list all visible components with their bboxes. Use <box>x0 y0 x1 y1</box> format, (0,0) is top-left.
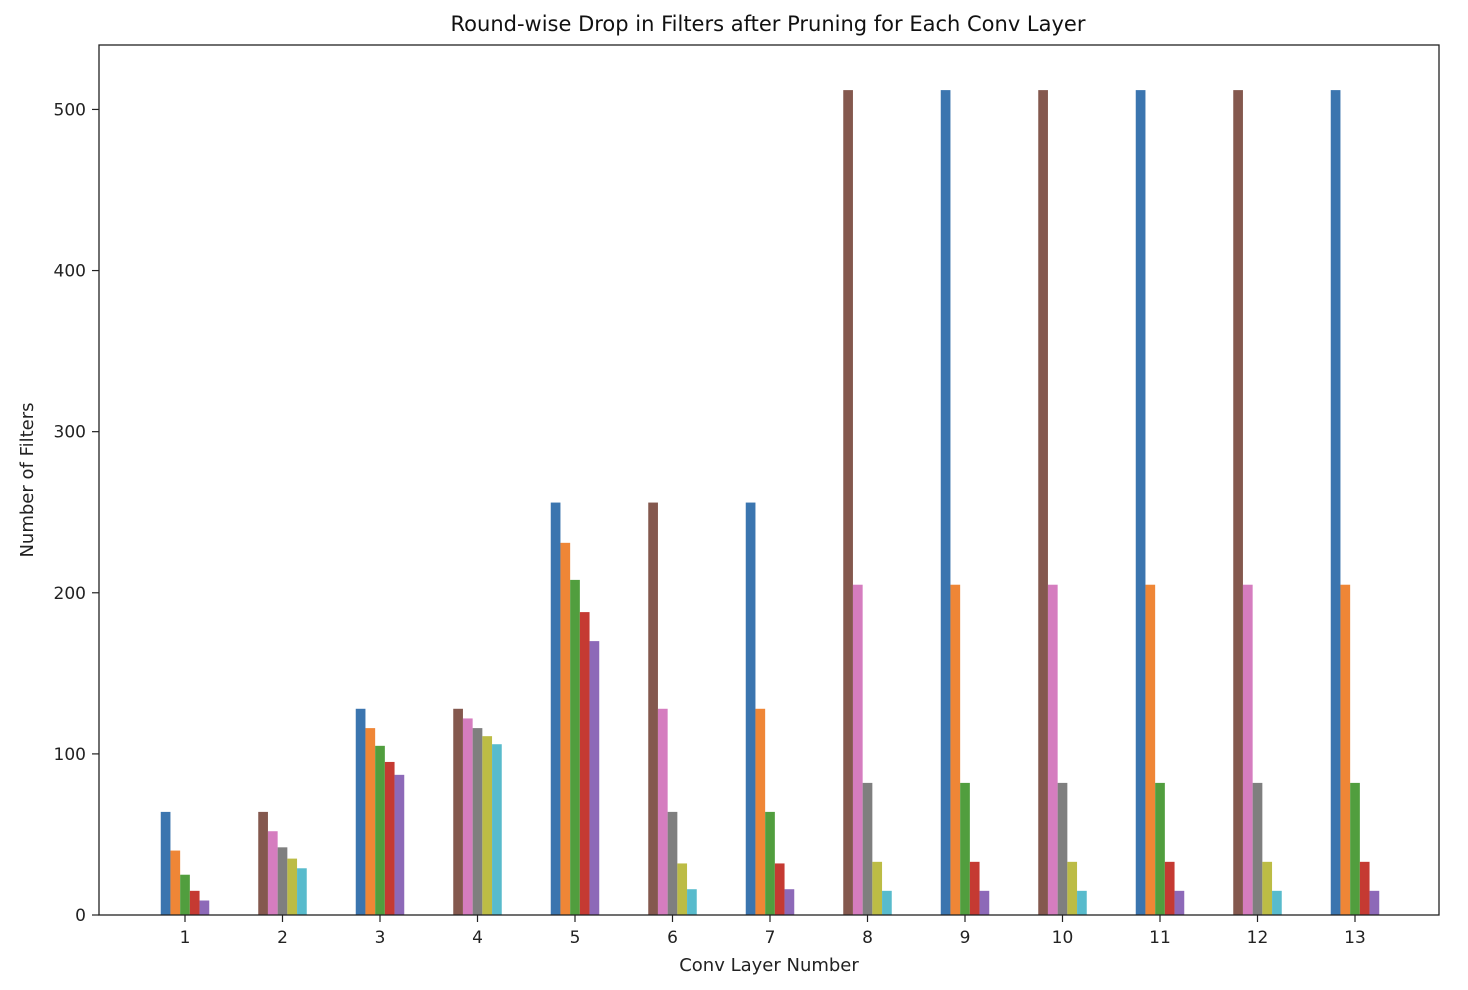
x-tick-label: 12 <box>1247 928 1269 948</box>
x-tick-label: 10 <box>1052 928 1074 948</box>
bar-layer-9-round-5 <box>979 890 990 915</box>
y-tick-label: 0 <box>75 906 86 926</box>
bar-layer-6-round-4 <box>677 863 688 915</box>
bar-layer-13-round-2 <box>1340 584 1351 915</box>
bar-layer-10-round-2 <box>1047 584 1058 915</box>
bar-layer-6-round-1 <box>648 502 658 915</box>
bar-layer-13-round-1 <box>1330 90 1341 916</box>
bar-layer-10-round-5 <box>1077 890 1087 915</box>
bar-layer-8-round-5 <box>882 890 892 915</box>
bar-layer-8-round-3 <box>862 782 873 915</box>
bar-layer-7-round-1 <box>745 502 756 915</box>
bar-layer-3-round-2 <box>365 728 376 915</box>
bar-layer-12-round-1 <box>1233 90 1243 916</box>
bar-layer-12-round-4 <box>1262 861 1273 915</box>
bar-layer-5-round-2 <box>560 542 571 915</box>
x-tick-label: 13 <box>1344 928 1366 948</box>
bar-layer-4-round-2 <box>462 718 473 915</box>
bar-layer-9-round-3 <box>960 782 970 915</box>
bar-layer-3-round-4 <box>384 761 395 915</box>
bar-layer-5-round-1 <box>550 502 561 915</box>
bar-layer-2-round-4 <box>287 858 298 915</box>
bar-layer-4-round-3 <box>472 728 483 915</box>
bar-layer-7-round-5 <box>784 889 795 915</box>
x-tick-label: 3 <box>375 928 386 948</box>
bar-layer-11-round-1 <box>1135 90 1146 916</box>
bar-layer-3-round-3 <box>375 745 385 915</box>
bar-layer-7-round-4 <box>774 863 785 915</box>
bar-layer-13-round-4 <box>1359 861 1370 915</box>
bar-layer-6-round-5 <box>687 889 697 915</box>
bar-layer-9-round-1 <box>940 90 951 916</box>
bar-layer-8-round-2 <box>852 584 863 915</box>
bar-layer-1-round-2 <box>170 850 181 915</box>
bar-layer-1-round-1 <box>160 811 171 915</box>
y-tick-label: 200 <box>54 584 86 604</box>
bar-layer-12-round-3 <box>1252 782 1263 915</box>
bar-layer-3-round-1 <box>355 708 366 915</box>
bar-layer-4-round-5 <box>492 744 502 915</box>
x-tick-label: 7 <box>765 928 776 948</box>
x-tick-label: 11 <box>1149 928 1171 948</box>
bar-layer-3-round-5 <box>394 774 405 915</box>
bar-layer-10-round-1 <box>1038 90 1048 916</box>
y-tick-label: 300 <box>54 423 86 443</box>
bar-layer-12-round-2 <box>1242 584 1253 915</box>
bar-layer-11-round-5 <box>1174 890 1185 915</box>
x-tick-label: 1 <box>180 928 191 948</box>
bar-layer-13-round-3 <box>1350 782 1360 915</box>
x-tick-label: 9 <box>960 928 971 948</box>
bar-layer-1-round-3 <box>180 874 190 915</box>
bar-layer-5-round-5 <box>589 641 600 915</box>
bar-layer-7-round-3 <box>765 811 775 915</box>
bar-layer-1-round-5 <box>199 900 210 915</box>
bar-layer-2-round-1 <box>258 811 268 915</box>
x-tick-label: 4 <box>472 928 483 948</box>
bar-layer-11-round-4 <box>1164 861 1175 915</box>
bar-layer-2-round-5 <box>297 868 307 915</box>
x-tick-label: 8 <box>862 928 873 948</box>
bar-layer-9-round-2 <box>950 584 961 915</box>
bar-layer-4-round-1 <box>453 708 463 915</box>
bar-layer-8-round-1 <box>843 90 853 916</box>
y-axis-label: Number of Filters <box>17 402 38 557</box>
bar-layer-6-round-3 <box>667 811 678 915</box>
x-axis-label: Conv Layer Number <box>679 955 859 976</box>
bar-layer-10-round-4 <box>1067 861 1078 915</box>
bar-layer-11-round-3 <box>1155 782 1165 915</box>
chart-title: Round-wise Drop in Filters after Pruning… <box>451 12 1086 36</box>
bar-layer-2-round-2 <box>267 831 278 915</box>
x-tick-label: 6 <box>667 928 678 948</box>
x-tick-label: 5 <box>570 928 581 948</box>
bar-layer-11-round-2 <box>1145 584 1156 915</box>
bar-layer-9-round-4 <box>969 861 980 915</box>
y-tick-label: 100 <box>54 745 86 765</box>
bars-layer <box>160 90 1380 916</box>
bar-layer-1-round-4 <box>189 890 200 915</box>
bar-layer-5-round-3 <box>570 579 580 915</box>
y-tick-label: 400 <box>54 262 86 282</box>
y-axis-ticks: 0 100 200 300 400 500 <box>54 100 99 926</box>
bar-layer-10-round-3 <box>1057 782 1068 915</box>
bar-layer-6-round-2 <box>657 708 668 915</box>
bar-layer-2-round-3 <box>277 847 288 915</box>
bar-layer-7-round-2 <box>755 708 766 915</box>
plot-frame <box>98 44 1440 916</box>
bar-layer-13-round-5 <box>1369 890 1380 915</box>
bar-layer-4-round-4 <box>482 736 493 915</box>
bar-layer-5-round-4 <box>579 612 590 915</box>
y-tick-label: 500 <box>54 100 86 120</box>
bar-layer-12-round-5 <box>1272 890 1282 915</box>
bar-layer-8-round-4 <box>872 861 883 915</box>
x-tick-label: 2 <box>277 928 288 948</box>
x-axis-ticks: 1 2 3 4 5 6 7 8 9 10 11 12 13 <box>180 915 1366 948</box>
